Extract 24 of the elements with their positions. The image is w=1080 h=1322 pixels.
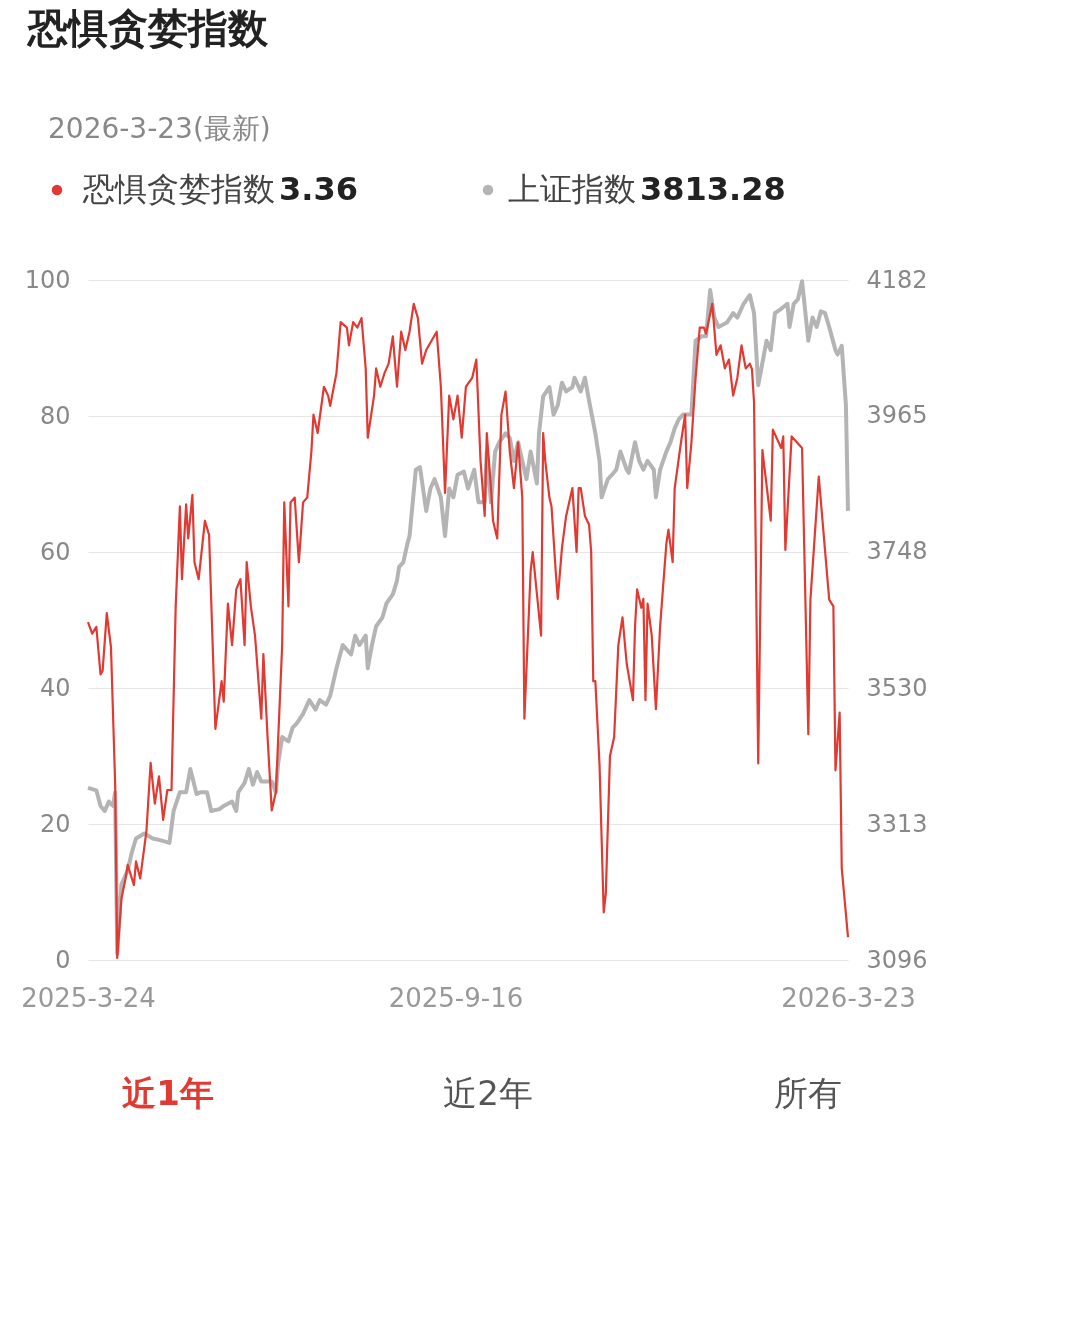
y2-tick-label: 3313 xyxy=(866,809,928,838)
y2-tick-label: 3530 xyxy=(866,673,928,702)
legend-label: 恐惧贪婪指数 xyxy=(82,170,275,208)
text: 近2年 xyxy=(443,1073,533,1113)
x-tick-label: 2025-9-16 xyxy=(388,982,524,1013)
y2-tick-label: 3965 xyxy=(866,401,928,430)
y-tick-label: 40 xyxy=(39,673,71,702)
y2-tick-label: 3748 xyxy=(866,537,928,566)
y-tick-label: 0 xyxy=(55,945,71,974)
chart-subtitle: 2026-3-23(最新) xyxy=(48,112,271,145)
y2-tick-label: 3096 xyxy=(866,945,928,974)
text: 所有 xyxy=(774,1073,842,1113)
y-tick-label: 20 xyxy=(39,809,71,838)
x-tick-label: 2026-3-23 xyxy=(781,982,916,1013)
chart-title: 恐惧贪婪指数 xyxy=(26,5,269,51)
y-tick-label: 100 xyxy=(24,265,71,294)
y-tick-label: 80 xyxy=(39,401,71,430)
x-tick-label: 2025-3-24 xyxy=(21,982,156,1013)
text: 3.36 xyxy=(279,170,358,208)
y2-tick-label: 4182 xyxy=(866,265,928,294)
text: 3813.28 xyxy=(640,170,786,208)
legend-label: 上证指数 xyxy=(508,170,636,208)
y-tick-label: 60 xyxy=(39,537,71,566)
text: 近1年 xyxy=(122,1073,214,1113)
